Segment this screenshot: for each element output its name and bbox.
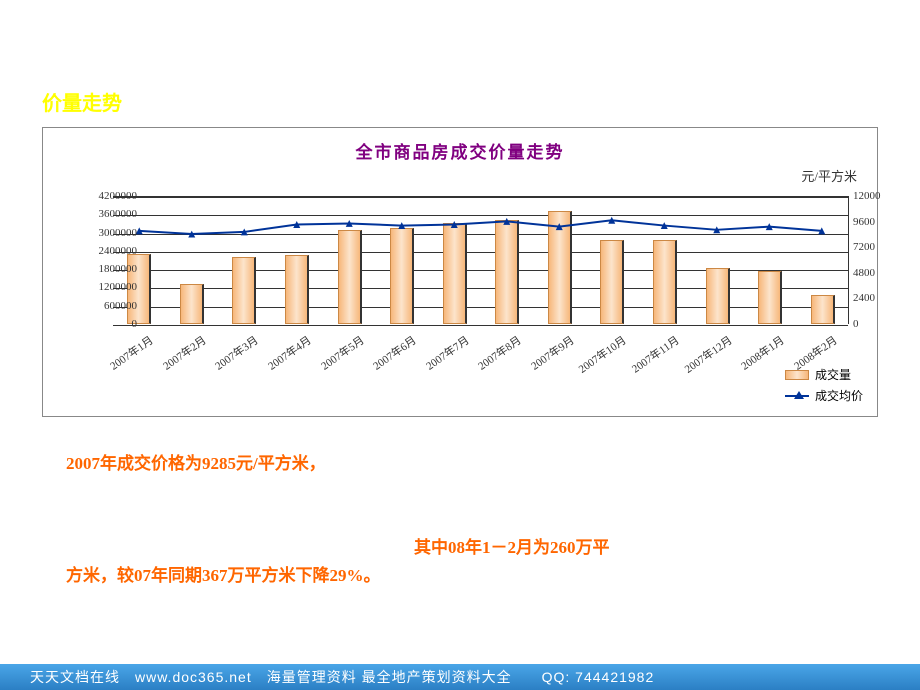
legend-label-line: 成交均价 xyxy=(815,387,863,404)
legend-swatch-line xyxy=(785,395,809,397)
y-left-tick: 3000000 xyxy=(99,227,138,239)
legend-item-line: 成交均价 xyxy=(785,387,863,404)
legend: 成交量 成交均价 xyxy=(785,366,863,408)
y-right-tick: 2400 xyxy=(853,292,875,304)
y-right-tick: 12000 xyxy=(853,190,881,202)
y-left-tick: 1800000 xyxy=(99,263,138,275)
y-right-tick: 0 xyxy=(853,318,859,330)
y-left-tick: 600000 xyxy=(104,300,137,312)
y-left-tick: 2400000 xyxy=(99,245,138,257)
legend-label-bar: 成交量 xyxy=(815,366,851,383)
chart-container: 全市商品房成交价量走势 元/平方米 0 600000 1200000 1800000 2… xyxy=(42,127,878,417)
slide-heading: 价量走势 xyxy=(42,87,122,116)
y2-unit-label: 元/平方米 xyxy=(801,166,857,185)
y-right-tick: 4800 xyxy=(853,267,875,279)
y-left-tick: 4200000 xyxy=(99,190,138,202)
y-right-tick: 7200 xyxy=(853,241,875,253)
body-text-2: 其中08年1－2月为260万平 xyxy=(414,534,610,563)
body-text-3: 方米，较07年同期367万平方米下降29%。 xyxy=(66,562,381,591)
body-text-1: 2007年成交价格为9285元/平方米， xyxy=(66,450,326,479)
y-right-tick: 9600 xyxy=(853,216,875,228)
line-series xyxy=(113,197,848,324)
y-left-tick: 1200000 xyxy=(99,281,138,293)
y-left-tick: 0 xyxy=(132,318,138,330)
legend-item-bar: 成交量 xyxy=(785,366,863,383)
y-left-tick: 3600000 xyxy=(99,208,138,220)
footer-bar: 天天文档在线 www.doc365.net 海量管理资料 最全地产策划资料大全 … xyxy=(0,664,920,690)
slide: 价量走势 全市商品房成交价量走势 元/平方米 0 600000 1200000 180… xyxy=(0,0,920,690)
legend-swatch-bar xyxy=(785,370,809,380)
chart-title: 全市商品房成交价量走势 xyxy=(43,138,877,163)
plot-area xyxy=(113,196,849,324)
